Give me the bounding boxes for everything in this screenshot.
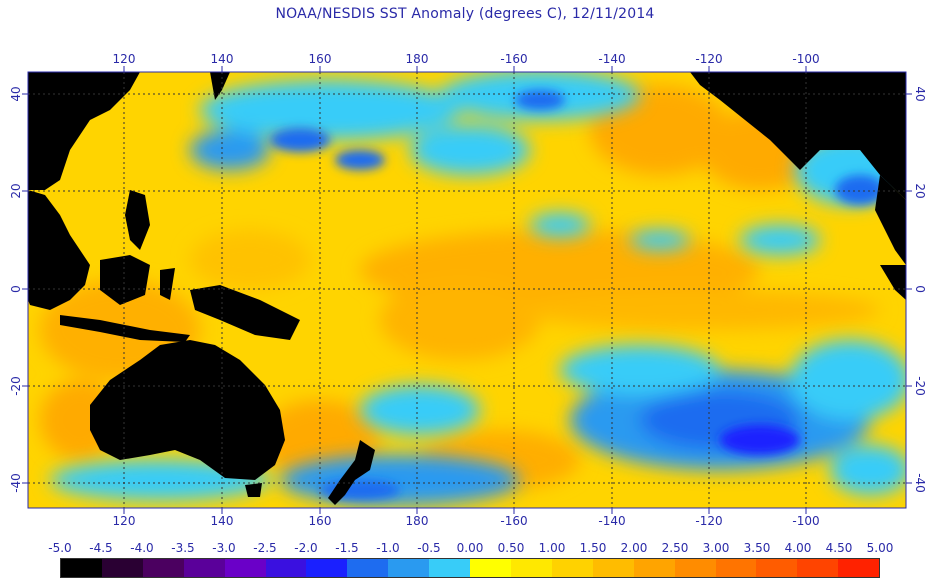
sst-field — [28, 72, 906, 508]
lon-label: -160 — [500, 52, 527, 66]
lat-label: 0 — [9, 285, 23, 293]
colorbar-label: 2.50 — [661, 541, 689, 555]
lat-label: -20 — [913, 376, 927, 396]
colorbar-label: 1.50 — [579, 541, 607, 555]
colorbar-label: 0.50 — [497, 541, 525, 555]
lon-label: 140 — [211, 52, 234, 66]
lat-label: -20 — [9, 376, 23, 396]
colorbar-label: -3.0 — [212, 541, 236, 555]
lon-labels-bottom: 120 140 160 180 -160 -140 -120 -100 — [113, 514, 820, 528]
land-masses — [28, 72, 906, 505]
colorbar-label: -4.0 — [130, 541, 154, 555]
colorbar-label: 0.00 — [456, 541, 484, 555]
tick-marks — [22, 66, 912, 514]
lon-label: -120 — [695, 514, 722, 528]
colorbar-labels: -5.0 -4.5 -4.0 -3.5 -3.0 -2.5 -2.0 -1.5 -1.0 -0.5… — [0, 541, 930, 557]
lat-label: -40 — [913, 473, 927, 493]
colorbar-swatch — [429, 559, 471, 577]
colorbar-label: -4.5 — [89, 541, 113, 555]
lon-label: -100 — [792, 514, 819, 528]
colorbar-swatch — [551, 559, 593, 577]
lon-label: -140 — [598, 514, 625, 528]
colorbar-label: 2.00 — [620, 541, 648, 555]
colorbar-swatch — [347, 559, 389, 577]
map-title: NOAA/NESDIS SST Anomaly (degrees C), 12/… — [275, 6, 655, 22]
colorbar-swatch — [592, 559, 634, 577]
colorbar-swatch — [633, 559, 675, 577]
lat-labels-right: 40 20 0 -20 -40 — [913, 86, 927, 492]
colorbar-label: -3.5 — [171, 541, 195, 555]
colorbar-label: 4.50 — [825, 541, 853, 555]
colorbar-swatch — [797, 559, 839, 577]
colorbar-swatch — [306, 559, 348, 577]
lon-label: -120 — [695, 52, 722, 66]
colorbar-label: -0.5 — [417, 541, 441, 555]
colorbar-swatch — [838, 559, 880, 577]
lat-label: 40 — [9, 86, 23, 101]
lon-label: 160 — [309, 52, 332, 66]
lon-label: 140 — [211, 514, 234, 528]
colorbar-swatch — [101, 559, 143, 577]
lon-label: 160 — [309, 514, 332, 528]
lon-label: -140 — [598, 52, 625, 66]
lon-label: -100 — [792, 52, 819, 66]
colorbar-swatch — [61, 559, 102, 577]
colorbar-label: 5.00 — [866, 541, 894, 555]
lon-label: -160 — [500, 514, 527, 528]
colorbar-swatch — [224, 559, 266, 577]
colorbar-swatch — [756, 559, 798, 577]
colorbar-label: -5.0 — [48, 541, 72, 555]
colorbar-label: -1.0 — [376, 541, 400, 555]
colorbar-swatch — [470, 559, 511, 577]
colorbar — [60, 558, 880, 578]
lat-label: 20 — [913, 183, 927, 198]
colorbar-label: 1.00 — [538, 541, 566, 555]
colorbar-swatch — [142, 559, 184, 577]
lat-labels-left: 40 20 0 -20 -40 — [9, 86, 23, 492]
colorbar-swatch — [183, 559, 225, 577]
colorbar-label: 3.50 — [743, 541, 771, 555]
colorbar-label: -2.5 — [253, 541, 277, 555]
colorbar-label: -1.5 — [335, 541, 359, 555]
lon-label: 180 — [406, 514, 429, 528]
colorbar-label: 4.00 — [784, 541, 812, 555]
colorbar-swatch — [715, 559, 757, 577]
sst-anomaly-map: 120 140 160 180 -160 -140 -120 -100 120 … — [9, 52, 927, 528]
map-frame — [27, 71, 907, 509]
lon-labels-top: 120 140 160 180 -160 -140 -120 -100 — [113, 52, 820, 66]
colorbar-swatch — [265, 559, 307, 577]
lon-label: 180 — [406, 52, 429, 66]
lat-label: 40 — [913, 86, 927, 101]
colorbar-label: -2.0 — [294, 541, 318, 555]
lon-label: 120 — [113, 52, 136, 66]
lat-label: -40 — [9, 473, 23, 493]
lat-label: 20 — [9, 183, 23, 198]
colorbar-swatch — [388, 559, 430, 577]
colorbar-swatch — [674, 559, 716, 577]
graticule — [28, 72, 906, 508]
colorbar-swatch — [510, 559, 552, 577]
colorbar-label: 3.00 — [702, 541, 730, 555]
lat-label: 0 — [913, 285, 927, 293]
lon-label: 120 — [113, 514, 136, 528]
